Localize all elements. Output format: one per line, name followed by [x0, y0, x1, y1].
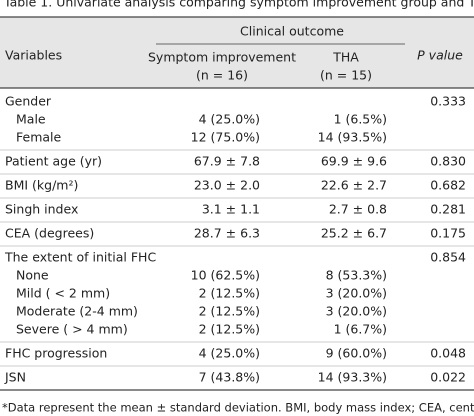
cell: 0.048 — [430, 346, 466, 361]
row-label: The extent of initial FHC — [4, 250, 156, 265]
cell: 0.022 — [430, 370, 466, 385]
cell: 0.682 — [430, 178, 466, 193]
column-header: Variables — [5, 48, 62, 63]
cell: 1 (6.5%) — [334, 112, 387, 127]
table-title: Table 1. Univariate analysis comparing s… — [3, 0, 474, 10]
column-header: Symptom improvement — [148, 50, 296, 65]
cell: 0.830 — [430, 154, 466, 169]
cell: 2 (12.5%) — [199, 304, 260, 319]
cell: 3.1 ± 1.1 — [202, 202, 260, 217]
row-label: Male — [16, 112, 46, 127]
cell: 14 (93.3%) — [318, 370, 387, 385]
column-header: P value — [417, 48, 463, 63]
cell: 28.7 ± 6.3 — [194, 226, 260, 241]
column-header: THA — [332, 50, 359, 65]
cell: 2 (12.5%) — [199, 322, 260, 337]
cell: 7 (43.8%) — [199, 370, 260, 385]
cell: 67.9 ± 7.8 — [194, 154, 260, 169]
cell: 0.333 — [430, 94, 466, 109]
column-header: (n = 15) — [320, 68, 372, 83]
cell: 0.175 — [430, 226, 466, 241]
cell: 9 (60.0%) — [326, 346, 387, 361]
cell: 2.7 ± 0.8 — [329, 202, 387, 217]
cell: 25.2 ± 6.7 — [321, 226, 387, 241]
row-label: FHC progression — [5, 346, 107, 361]
row-label: None — [16, 268, 49, 283]
row-label: Female — [16, 130, 62, 145]
row-label: Patient age (yr) — [5, 154, 102, 169]
row-label: Singh index — [5, 202, 78, 217]
cell: 3 (20.0%) — [326, 286, 387, 301]
cell: 2 (12.5%) — [199, 286, 260, 301]
cell: 1 (6.7%) — [334, 322, 387, 337]
cell: 3 (20.0%) — [326, 304, 387, 319]
cell: 23.0 ± 2.0 — [194, 178, 260, 193]
cell: 4 (25.0%) — [199, 112, 260, 127]
row-label: Gender — [5, 94, 52, 109]
group-header: Clinical outcome — [240, 24, 344, 39]
row-label: JSN — [4, 370, 26, 385]
footnote: *Data represent the mean ± standard devi… — [2, 401, 474, 415]
cell: 69.9 ± 9.6 — [321, 154, 387, 169]
column-header: (n = 16) — [196, 68, 248, 83]
cell: 8 (53.3%) — [326, 268, 387, 283]
row-label: Severe ( > 4 mm) — [16, 322, 128, 337]
cell: 14 (93.5%) — [318, 130, 387, 145]
cell: 0.854 — [430, 250, 466, 265]
row-label: Moderate (2-4 mm) — [16, 304, 138, 319]
row-label: BMI (kg/m²) — [5, 178, 78, 193]
cell: 10 (62.5%) — [191, 268, 260, 283]
row-label: CEA (degrees) — [5, 226, 94, 241]
header-background — [0, 17, 474, 88]
cell: 22.6 ± 2.7 — [321, 178, 387, 193]
cell: 0.281 — [430, 202, 466, 217]
cell: 12 (75.0%) — [191, 130, 260, 145]
row-label: Mild ( < 2 mm) — [16, 286, 110, 301]
cell: 4 (25.0%) — [199, 346, 260, 361]
